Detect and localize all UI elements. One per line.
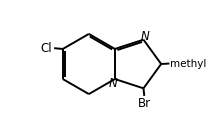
Text: N: N — [109, 77, 117, 90]
Text: Cl: Cl — [41, 42, 52, 55]
Text: Br: Br — [138, 97, 151, 110]
Text: methyl: methyl — [170, 58, 206, 68]
Text: N: N — [140, 30, 149, 43]
